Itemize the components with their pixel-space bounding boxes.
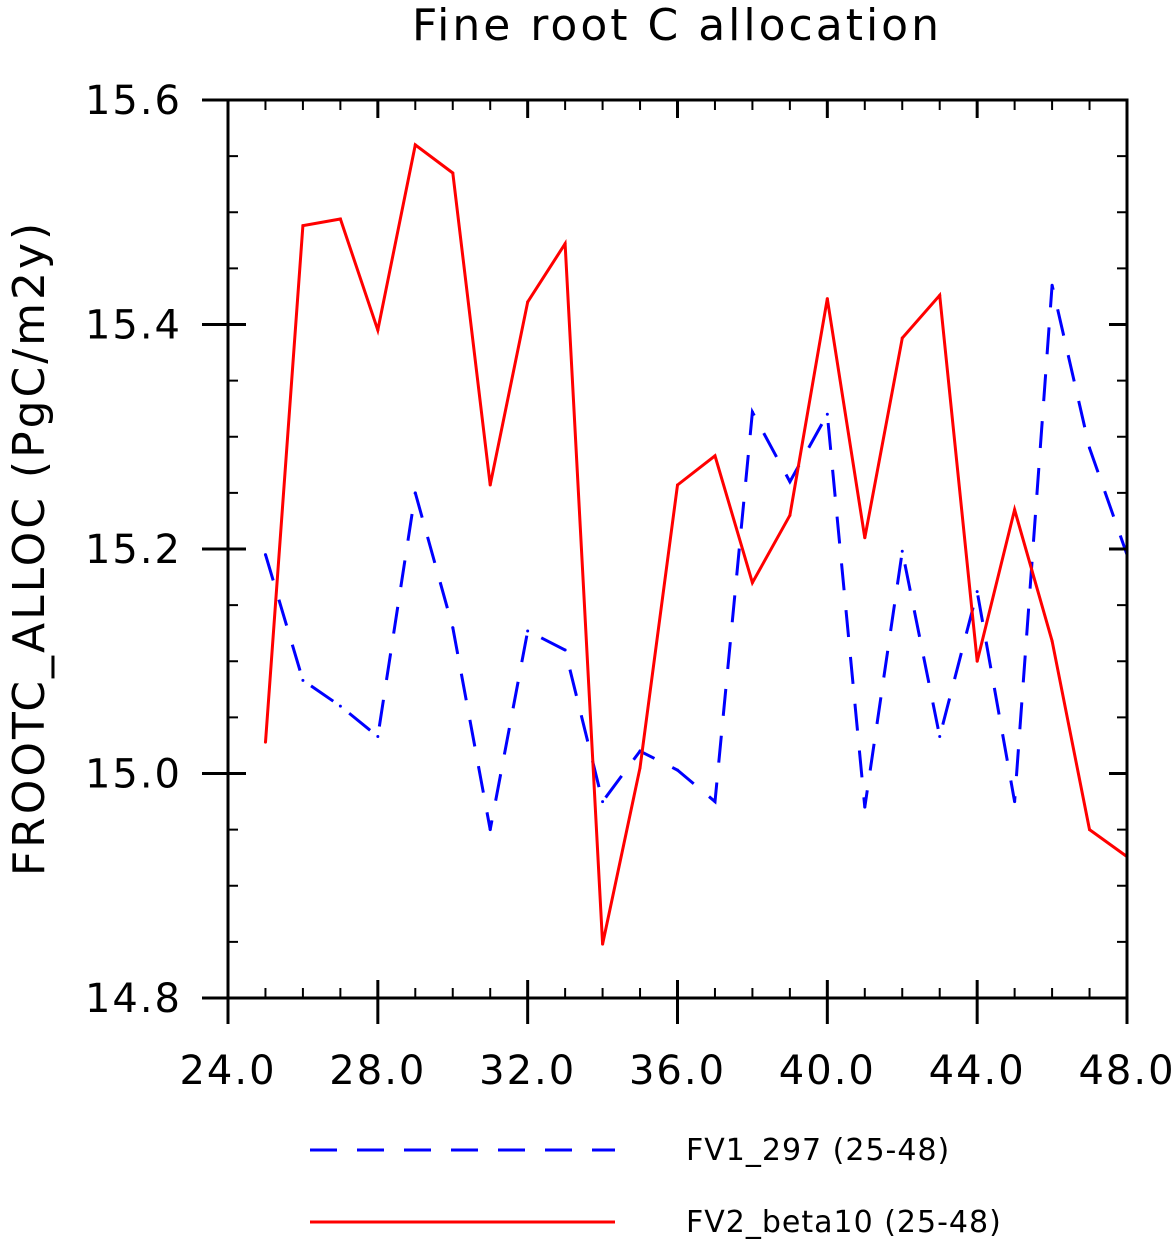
data-point — [863, 805, 867, 809]
data-point — [338, 704, 342, 708]
data-point — [1088, 446, 1092, 450]
data-point — [713, 800, 717, 804]
data-point — [863, 536, 867, 540]
data-point — [263, 553, 267, 557]
x-tick-label: 24.0 — [179, 1048, 276, 1094]
data-point — [413, 143, 417, 147]
data-point — [301, 224, 305, 228]
data-point — [601, 800, 605, 804]
data-point — [975, 590, 979, 594]
data-point — [825, 412, 829, 416]
data-point — [376, 734, 380, 738]
data-point — [263, 740, 267, 744]
data-point — [301, 678, 305, 682]
series-line-2 — [264, 142, 1128, 945]
data-point — [900, 549, 904, 553]
y-tick-label: 15.0 — [85, 752, 182, 798]
data-point — [413, 491, 417, 495]
data-point — [1013, 508, 1017, 512]
data-point — [1013, 800, 1017, 804]
data-point — [563, 242, 567, 246]
data-point — [451, 171, 455, 175]
data-point — [788, 480, 792, 484]
x-tick-label: 36.0 — [629, 1048, 726, 1094]
data-point — [1050, 639, 1054, 643]
y-tick-label: 15.6 — [85, 78, 182, 124]
series-layer — [263, 142, 1129, 946]
data-point — [451, 626, 455, 630]
data-point — [376, 328, 380, 332]
data-point — [563, 648, 567, 652]
axis-ticks: 24.0 28.0 32.0 36.0 40.0 44.0 48.0 14.8 15.0 15.2… — [85, 78, 1174, 1094]
x-tick-label: 32.0 — [479, 1048, 576, 1094]
x-tick-label: 48.0 — [1078, 1048, 1174, 1094]
data-point — [938, 293, 942, 297]
data-point — [750, 581, 754, 585]
data-point — [638, 766, 642, 770]
x-tick-label: 28.0 — [329, 1048, 426, 1094]
x-tick-label: 44.0 — [929, 1048, 1026, 1094]
data-point — [750, 410, 754, 414]
data-point — [338, 217, 342, 221]
y-tick-label: 14.8 — [85, 976, 182, 1022]
data-point — [526, 300, 530, 304]
data-point — [713, 454, 717, 458]
legend-label-1: FV1_297 (25-48) — [686, 1133, 950, 1168]
data-point — [788, 513, 792, 517]
legend-label-2: FV2_beta10 (25-48) — [686, 1205, 1002, 1240]
data-point — [526, 629, 530, 633]
data-point — [1050, 283, 1054, 287]
data-point — [601, 942, 605, 946]
y-tick-label: 15.4 — [85, 303, 182, 349]
data-point — [938, 734, 942, 738]
y-axis-label: FROOTC_ALLOC (PgC/m2y) — [4, 220, 55, 876]
series-line-1 — [264, 284, 1129, 830]
legend: FV1_297 (25-48) FV2_beta10 (25-48) — [310, 1133, 1002, 1240]
data-point — [825, 297, 829, 301]
chart-title: Fine root C allocation — [412, 0, 942, 51]
data-point — [900, 336, 904, 340]
data-point — [676, 483, 679, 487]
y-tick-label: 15.2 — [85, 527, 182, 573]
data-point — [975, 659, 979, 663]
data-point — [676, 768, 679, 772]
plot-frame — [226, 98, 1129, 1000]
data-point — [488, 828, 492, 832]
data-point — [488, 483, 492, 487]
x-tick-label: 40.0 — [779, 1048, 876, 1094]
data-point — [1088, 828, 1092, 832]
